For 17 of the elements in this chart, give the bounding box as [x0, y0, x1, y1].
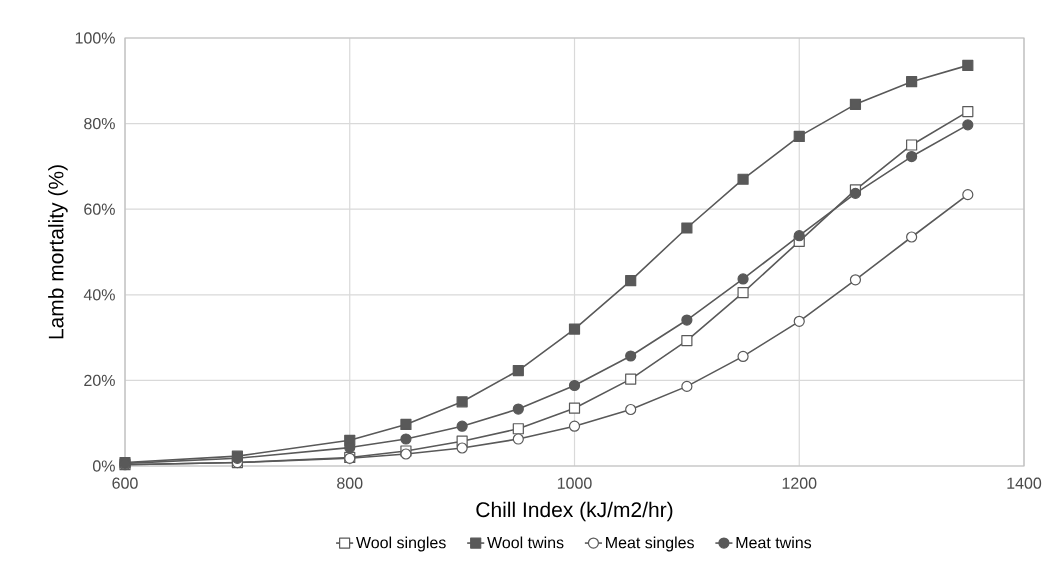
y-tick-label: 100% — [75, 32, 115, 44]
x-tick-label: 600 — [112, 477, 138, 489]
x-tick-label: 1400 — [1007, 477, 1042, 489]
y-tick-label: 60% — [84, 203, 115, 215]
x-tick-label: 800 — [337, 477, 363, 489]
y-tick-label: 40% — [83, 289, 115, 301]
x-tick-label: 1200 — [782, 477, 817, 489]
legend-label: Meat twins — [736, 536, 812, 549]
y-axis-title: Lamb mortality (%) — [48, 165, 68, 339]
legend-label: Wool singles — [356, 536, 446, 552]
y-tick-label: 80% — [84, 117, 115, 130]
legend-label: Meat singles — [606, 536, 694, 552]
y-tick-label: 0% — [92, 460, 115, 472]
y-tick-label: 20% — [84, 374, 115, 387]
legend-label: Wool twins — [487, 536, 564, 549]
x-tick-label: 1000 — [557, 477, 592, 489]
x-axis-title: Chill Index (kJ/m2/hr) — [476, 501, 673, 522]
